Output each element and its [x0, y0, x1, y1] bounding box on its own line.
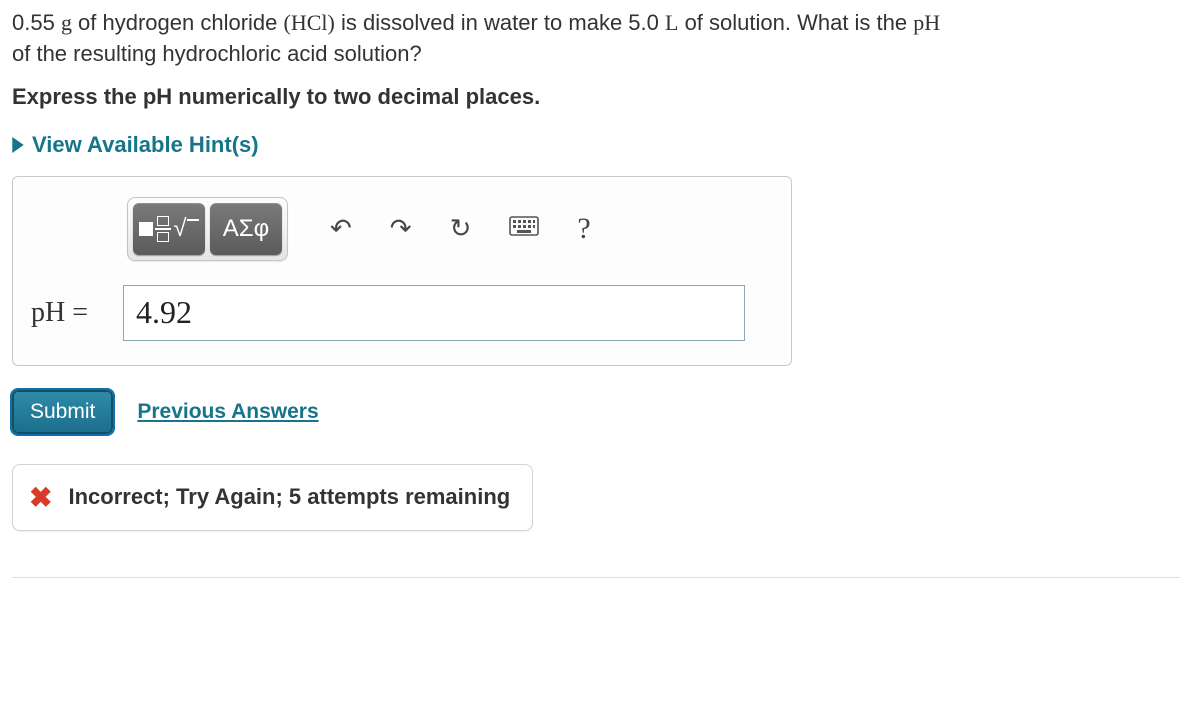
answer-panel: √ ΑΣφ ↶ ↷ ↻ ? pH [12, 176, 792, 366]
divider [12, 577, 1180, 578]
fraction-icon [155, 216, 171, 242]
error-icon: ✖ [29, 481, 52, 514]
triangle-right-icon [12, 137, 24, 153]
previous-answers-link[interactable]: Previous Answers [137, 400, 318, 424]
feedback-message: Incorrect; Try Again; 5 attempts remaini… [68, 484, 510, 510]
math-tools-group: √ ΑΣφ [127, 197, 288, 261]
answer-label: pH = [31, 297, 115, 329]
undo-button[interactable]: ↶ [330, 213, 352, 244]
greek-label: ΑΣφ [223, 215, 269, 243]
keyboard-button[interactable] [509, 213, 539, 244]
answer-input[interactable] [123, 285, 745, 341]
greek-symbols-button[interactable]: ΑΣφ [210, 203, 282, 255]
help-button[interactable]: ? [577, 212, 590, 246]
keyboard-icon [509, 215, 539, 237]
answer-row: pH = [31, 285, 773, 341]
question-text: 0.55 g of hydrogen chloride (HCl) is dis… [12, 8, 1180, 70]
square-icon [139, 222, 153, 236]
sqrt-icon: √ [173, 215, 198, 243]
submit-button[interactable]: Submit [12, 390, 113, 434]
answer-instruction: Express the pH numerically to two decima… [12, 84, 1180, 110]
feedback-box: ✖ Incorrect; Try Again; 5 attempts remai… [12, 464, 533, 531]
redo-button[interactable]: ↷ [390, 213, 412, 244]
action-row: Submit Previous Answers [12, 390, 1180, 434]
hints-label: View Available Hint(s) [32, 132, 259, 158]
templates-button[interactable]: √ [133, 203, 205, 255]
toolbar-right: ↶ ↷ ↻ ? [330, 212, 591, 246]
equation-toolbar: √ ΑΣφ ↶ ↷ ↻ ? [127, 197, 773, 261]
reset-button[interactable]: ↻ [450, 213, 472, 244]
view-hints-toggle[interactable]: View Available Hint(s) [12, 132, 259, 158]
